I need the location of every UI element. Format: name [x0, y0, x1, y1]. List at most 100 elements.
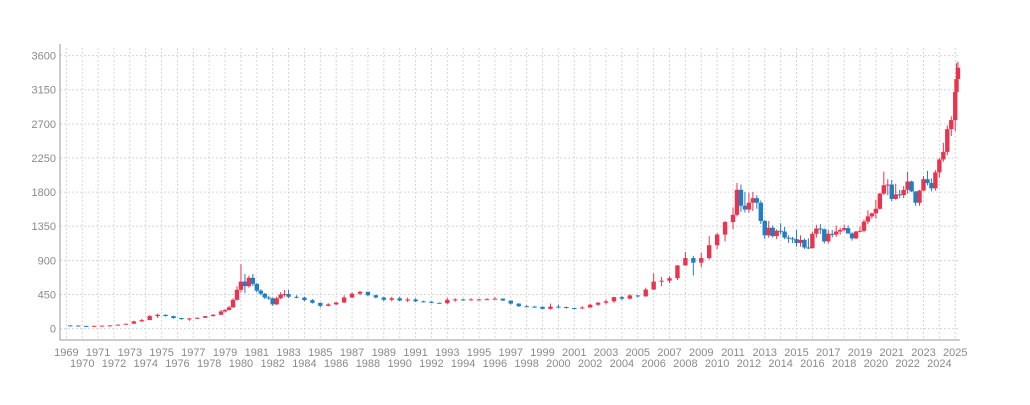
candle-down: [270, 298, 275, 305]
candle-up: [222, 310, 228, 312]
candle-up: [722, 222, 728, 235]
candle-down: [897, 194, 902, 196]
x-tick-labels: 1969197019711972197319741975197619771978…: [54, 347, 967, 370]
x-tick-label: 2003: [594, 347, 618, 359]
x-tick-label: 2008: [673, 358, 697, 370]
candle-up: [548, 306, 553, 309]
candle-down: [806, 247, 811, 249]
x-tick-label: 2011: [721, 347, 745, 359]
x-tick-label: 1999: [530, 347, 554, 359]
candle-up: [99, 325, 105, 327]
candle-up: [837, 230, 843, 232]
x-tick-label: 1991: [403, 347, 427, 359]
y-tick-label: 3150: [32, 85, 56, 97]
candle-down: [163, 314, 168, 317]
x-tick-label: 2004: [610, 358, 634, 370]
candle-down: [929, 183, 934, 189]
candle-down: [413, 299, 418, 302]
candle-down: [179, 318, 184, 320]
x-tick-label: 1985: [308, 347, 332, 359]
candle-up: [949, 120, 954, 130]
x-tick-label: 1974: [133, 358, 157, 370]
candle-up: [714, 234, 720, 246]
x-tick-label: 2001: [562, 347, 586, 359]
candle-up: [841, 228, 847, 231]
candle-up: [226, 307, 232, 311]
candle-up: [873, 208, 879, 214]
candle-down: [460, 299, 466, 301]
candle-down: [889, 184, 894, 199]
candle-down: [822, 229, 827, 242]
x-tick-label: 1971: [86, 347, 110, 359]
candle-up: [865, 216, 871, 222]
candle-up: [905, 181, 910, 190]
candle-up: [675, 265, 680, 279]
candle-down: [845, 228, 851, 234]
candle-up: [476, 299, 482, 301]
candle-up: [877, 193, 883, 209]
x-tick-label: 2015: [784, 347, 808, 359]
x-tick-label: 2023: [911, 347, 935, 359]
candle-down: [786, 237, 791, 239]
x-tick-label: 1972: [102, 358, 126, 370]
x-tick-label: 2010: [705, 358, 729, 370]
candle-up: [921, 179, 926, 191]
candle-down: [250, 277, 256, 284]
candle-down: [373, 295, 379, 298]
candle-down: [68, 325, 73, 327]
candle-down: [500, 298, 506, 301]
candle-up: [187, 318, 192, 320]
candle-down: [925, 179, 930, 184]
x-tick-label: 2000: [546, 358, 570, 370]
candle-up: [953, 91, 958, 121]
candle-down: [564, 307, 569, 309]
x-tick-label: 1994: [451, 358, 475, 370]
candle-up: [901, 189, 906, 196]
candle-up: [766, 227, 771, 236]
candle-down: [76, 325, 81, 327]
candle-up: [893, 194, 898, 199]
candle-down: [508, 300, 513, 304]
x-tick-label: 1975: [149, 347, 173, 359]
candle-up: [282, 294, 287, 296]
candle-down: [365, 291, 371, 296]
candle-down: [242, 281, 248, 287]
candle-up: [933, 172, 938, 189]
candle-up: [326, 304, 331, 306]
candle-down: [266, 297, 271, 299]
candle-up: [954, 79, 959, 92]
candle-down: [754, 198, 760, 203]
candle-up: [246, 277, 252, 287]
candle-down: [524, 306, 529, 308]
x-tick-label: 2017: [816, 347, 840, 359]
candle-up: [627, 295, 633, 299]
candle-up: [857, 230, 863, 232]
candle-up: [123, 323, 129, 325]
x-tick-label: 1992: [419, 358, 443, 370]
candle-down: [254, 283, 260, 291]
x-tick-label: 1996: [483, 358, 507, 370]
candle-down: [397, 298, 402, 301]
candle-up: [746, 202, 752, 210]
candle-up: [707, 245, 712, 259]
candle-up: [659, 280, 664, 282]
x-tick-label: 1978: [197, 358, 221, 370]
candle-up: [238, 281, 244, 290]
x-tick-label: 1988: [356, 358, 380, 370]
candle-down: [437, 302, 442, 304]
candle-up: [774, 230, 779, 237]
x-tick-label: 2024: [927, 358, 951, 370]
candle-down: [262, 293, 267, 298]
candle-up: [611, 297, 617, 302]
x-tick-label: 2014: [768, 358, 792, 370]
x-tick-label: 2009: [689, 347, 713, 359]
candle-down: [619, 297, 625, 299]
candle-up: [333, 302, 339, 305]
y-tick-labels: 0 450 900 1350 1800 2250 2700 3150 3600: [32, 51, 56, 336]
grid-lines: [60, 48, 960, 340]
candle-down: [421, 301, 426, 303]
x-tick-label: 1982: [260, 358, 284, 370]
x-tick-label: 1993: [435, 347, 459, 359]
candle-down: [556, 306, 561, 308]
